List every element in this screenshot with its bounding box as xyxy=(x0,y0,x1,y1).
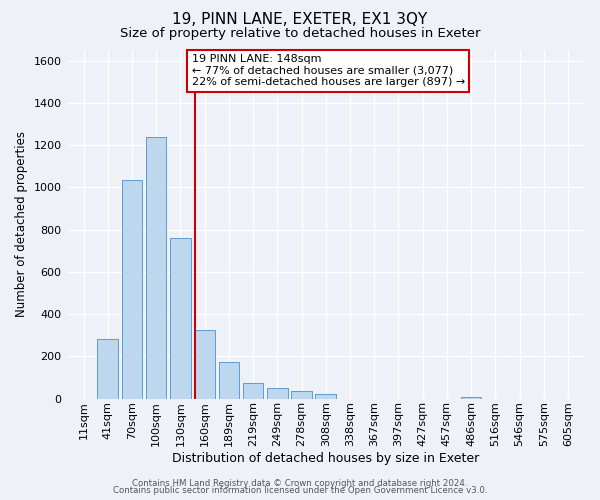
Bar xyxy=(122,180,142,398)
Text: Contains HM Land Registry data © Crown copyright and database right 2024.: Contains HM Land Registry data © Crown c… xyxy=(132,478,468,488)
Bar xyxy=(218,362,239,399)
Bar xyxy=(243,382,263,398)
Text: 19 PINN LANE: 148sqm
← 77% of detached houses are smaller (3,077)
22% of semi-de: 19 PINN LANE: 148sqm ← 77% of detached h… xyxy=(191,54,465,88)
X-axis label: Distribution of detached houses by size in Exeter: Distribution of detached houses by size … xyxy=(172,452,479,465)
Bar xyxy=(146,136,166,398)
Text: 19, PINN LANE, EXETER, EX1 3QY: 19, PINN LANE, EXETER, EX1 3QY xyxy=(172,12,428,28)
Bar xyxy=(194,330,215,398)
Y-axis label: Number of detached properties: Number of detached properties xyxy=(15,132,28,318)
Bar xyxy=(170,238,191,398)
Bar xyxy=(291,391,312,398)
Text: Contains public sector information licensed under the Open Government Licence v3: Contains public sector information licen… xyxy=(113,486,487,495)
Text: Size of property relative to detached houses in Exeter: Size of property relative to detached ho… xyxy=(120,28,480,40)
Bar xyxy=(316,394,336,398)
Bar xyxy=(267,388,287,398)
Bar xyxy=(97,340,118,398)
